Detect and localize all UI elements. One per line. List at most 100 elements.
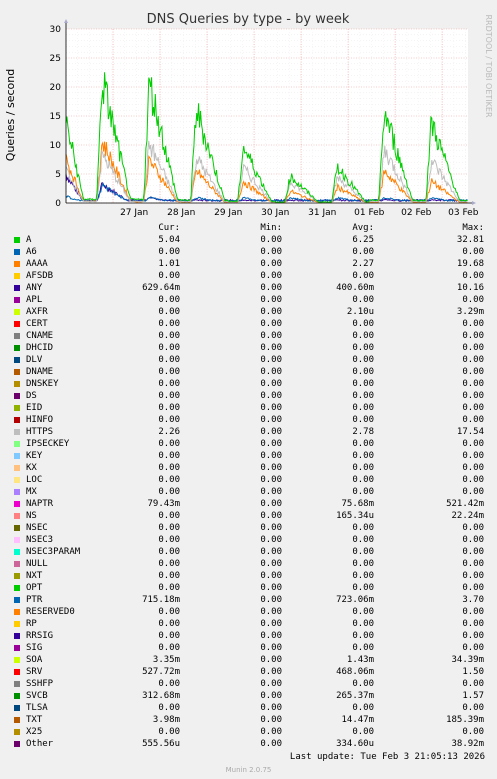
legend-max: 0.00 [462, 319, 484, 329]
legend-min: 0.00 [260, 643, 282, 653]
legend-avg: 0.00 [352, 535, 374, 545]
legend-rows: A 5.04 0.00 6.25 32.81 A6 0.00 0.00 0.00 0.00 AAAA… [0, 234, 497, 750]
legend-row-axfr: AXFR 0.00 0.00 2.10u 3.29m [0, 306, 497, 318]
legend-cur: 2.26 [158, 427, 180, 437]
legend-series-name: TXT [26, 715, 43, 725]
legend-avg: 0.00 [352, 523, 374, 533]
legend-avg: 2.78 [352, 427, 374, 437]
legend-row-other: Other 555.56u 0.00 334.60u 38.92m [0, 738, 497, 750]
legend-series-name: PTR [26, 595, 43, 605]
legend-cur: 0.00 [158, 451, 180, 461]
legend-series-name: DS [26, 391, 37, 401]
legend-swatch [14, 597, 20, 603]
legend-min: 0.00 [260, 607, 282, 617]
x-tick-label: 31 Jan [308, 208, 336, 218]
legend-max: 0.00 [462, 367, 484, 377]
legend-row-nxt: NXT 0.00 0.00 0.00 0.00 [0, 570, 497, 582]
legend-series-name: AFSDB [26, 271, 54, 281]
legend-max: 0.00 [462, 523, 484, 533]
legend-series-name: X25 [26, 727, 43, 737]
legend-series-name: AXFR [26, 307, 48, 317]
legend-avg: 0.00 [352, 439, 374, 449]
legend-row-kx: KX 0.00 0.00 0.00 0.00 [0, 462, 497, 474]
legend-series-name: HTTPS [26, 427, 54, 437]
legend-min: 0.00 [260, 475, 282, 485]
legend-max: 0.00 [462, 355, 484, 365]
legend-row-srv: SRV 527.72m 0.00 468.06m 1.50 [0, 666, 497, 678]
legend-max: 22.24m [451, 511, 484, 521]
chart-title: DNS Queries by type - by week [147, 12, 350, 27]
legend-series-name: Other [26, 739, 54, 749]
legend-max: 0.00 [462, 343, 484, 353]
legend-series-name: KEY [26, 451, 43, 461]
legend-max: 0.00 [462, 271, 484, 281]
legend-cur: 0.00 [158, 295, 180, 305]
legend-swatch [14, 633, 20, 639]
legend-cur: 0.00 [158, 247, 180, 257]
legend-max: 0.00 [462, 679, 484, 689]
series-line-a [65, 72, 468, 203]
legend-max: 0.00 [462, 631, 484, 641]
x-tick-label: 02 Feb [401, 208, 432, 218]
legend-swatch [14, 261, 20, 267]
legend-series-name: CNAME [26, 331, 54, 341]
legend-cur: 527.72m [142, 667, 180, 677]
legend-row-dhcid: DHCID 0.00 0.00 0.00 0.00 [0, 342, 497, 354]
y-tick-label: 0 [55, 199, 61, 209]
legend-swatch [14, 465, 20, 471]
legend-swatch [14, 657, 20, 663]
legend-avg: 0.00 [352, 475, 374, 485]
legend-max: 0.00 [462, 403, 484, 413]
legend-cur: 0.00 [158, 367, 180, 377]
legend-swatch [14, 393, 20, 399]
legend-avg: 265.37m [336, 691, 374, 701]
x-tick-label: 27 Jan [120, 208, 148, 218]
legend-swatch [14, 285, 20, 291]
x-tick-label: 30 Jan [261, 208, 289, 218]
legend-max: 0.00 [462, 415, 484, 425]
legend-cur: 0.00 [158, 379, 180, 389]
legend-swatch [14, 441, 20, 447]
legend-series-name: NAPTR [26, 499, 54, 509]
legend-min: 0.00 [260, 271, 282, 281]
legend-series-name: DLV [26, 355, 43, 365]
legend-min: 0.00 [260, 715, 282, 725]
legend-series-name: AAAA [26, 259, 48, 269]
legend-avg: 0.00 [352, 619, 374, 629]
legend-swatch [14, 309, 20, 315]
legend-min: 0.00 [260, 595, 282, 605]
legend-row-afsdb: AFSDB 0.00 0.00 0.00 0.00 [0, 270, 497, 282]
legend-row-ds: DS 0.00 0.00 0.00 0.00 [0, 390, 497, 402]
legend-avg: 0.00 [352, 415, 374, 425]
legend-row-rp: RP 0.00 0.00 0.00 0.00 [0, 618, 497, 630]
legend-swatch [14, 345, 20, 351]
legend-swatch [14, 729, 20, 735]
legend-series-name: NSEC [26, 523, 48, 533]
legend-series-name: TLSA [26, 703, 48, 713]
legend-series-name: SVCB [26, 691, 48, 701]
legend-cur: 0.00 [158, 271, 180, 281]
legend-min: 0.00 [260, 355, 282, 365]
legend-avg: 14.47m [341, 715, 374, 725]
legend-swatch [14, 717, 20, 723]
legend-cur: 0.00 [158, 439, 180, 449]
legend-series-name: LOC [26, 475, 43, 485]
y-axis-arrow [64, 19, 68, 23]
legend-row-eid: EID 0.00 0.00 0.00 0.00 [0, 402, 497, 414]
legend-series-name: APL [26, 295, 43, 305]
legend-swatch [14, 693, 20, 699]
legend-max: 0.00 [462, 727, 484, 737]
legend-row-nsec3param: NSEC3PARAM 0.00 0.00 0.00 0.00 [0, 546, 497, 558]
legend-series-name: NS [26, 511, 37, 521]
x-tick-label: 01 Feb [354, 208, 385, 218]
legend-avg: 1.43m [346, 655, 374, 665]
legend-max: 19.68 [456, 259, 484, 269]
legend-min: 0.00 [260, 487, 282, 497]
legend-max: 0.00 [462, 703, 484, 713]
legend-max: 0.00 [462, 583, 484, 593]
legend-min: 0.00 [260, 415, 282, 425]
legend-max: 1.50 [462, 667, 484, 677]
legend-swatch [14, 705, 20, 711]
legend-row-a6: A6 0.00 0.00 0.00 0.00 [0, 246, 497, 258]
legend-max: 34.39m [451, 655, 484, 665]
